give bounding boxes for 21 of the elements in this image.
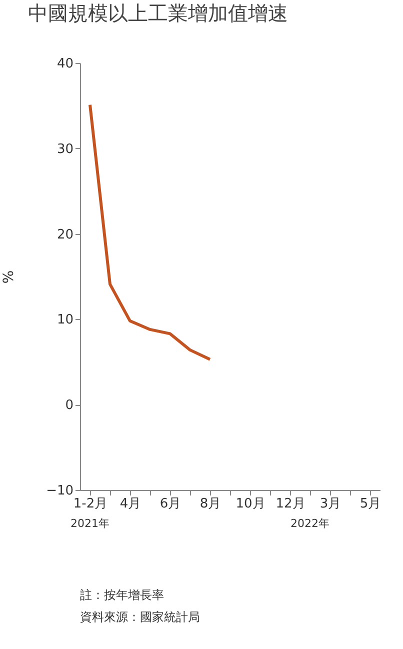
x-tick-label: 10月	[236, 496, 266, 512]
y-tick-label: 0	[65, 398, 74, 414]
line-series	[88, 103, 212, 361]
y-tick-label: 40	[56, 56, 74, 72]
y-axis-title: %	[1, 270, 18, 284]
text: 2022年	[290, 517, 330, 530]
text: 註：按年增長率	[80, 588, 164, 602]
y-tick-label: 20	[56, 227, 74, 242]
text: 2021年	[70, 517, 110, 530]
x-tick-label: 1-2月	[73, 496, 108, 512]
x-tick-label: 12月	[276, 496, 306, 512]
x-tick-label: 5月	[360, 496, 382, 512]
x-tick-label: 6月	[160, 496, 182, 512]
x-tick-label: 3月	[320, 496, 342, 512]
y-tick-label: 30	[56, 142, 74, 157]
source-note: 資料來源：國家統計局	[80, 610, 200, 624]
chart-title: 中國規模以上工業增加值增速	[28, 1, 288, 25]
x-tick-label: 8月	[200, 496, 222, 512]
x-tick-label: 4月	[120, 496, 142, 512]
y-tick-label: −10	[46, 484, 74, 498]
y-tick-label: 10	[56, 312, 74, 328]
